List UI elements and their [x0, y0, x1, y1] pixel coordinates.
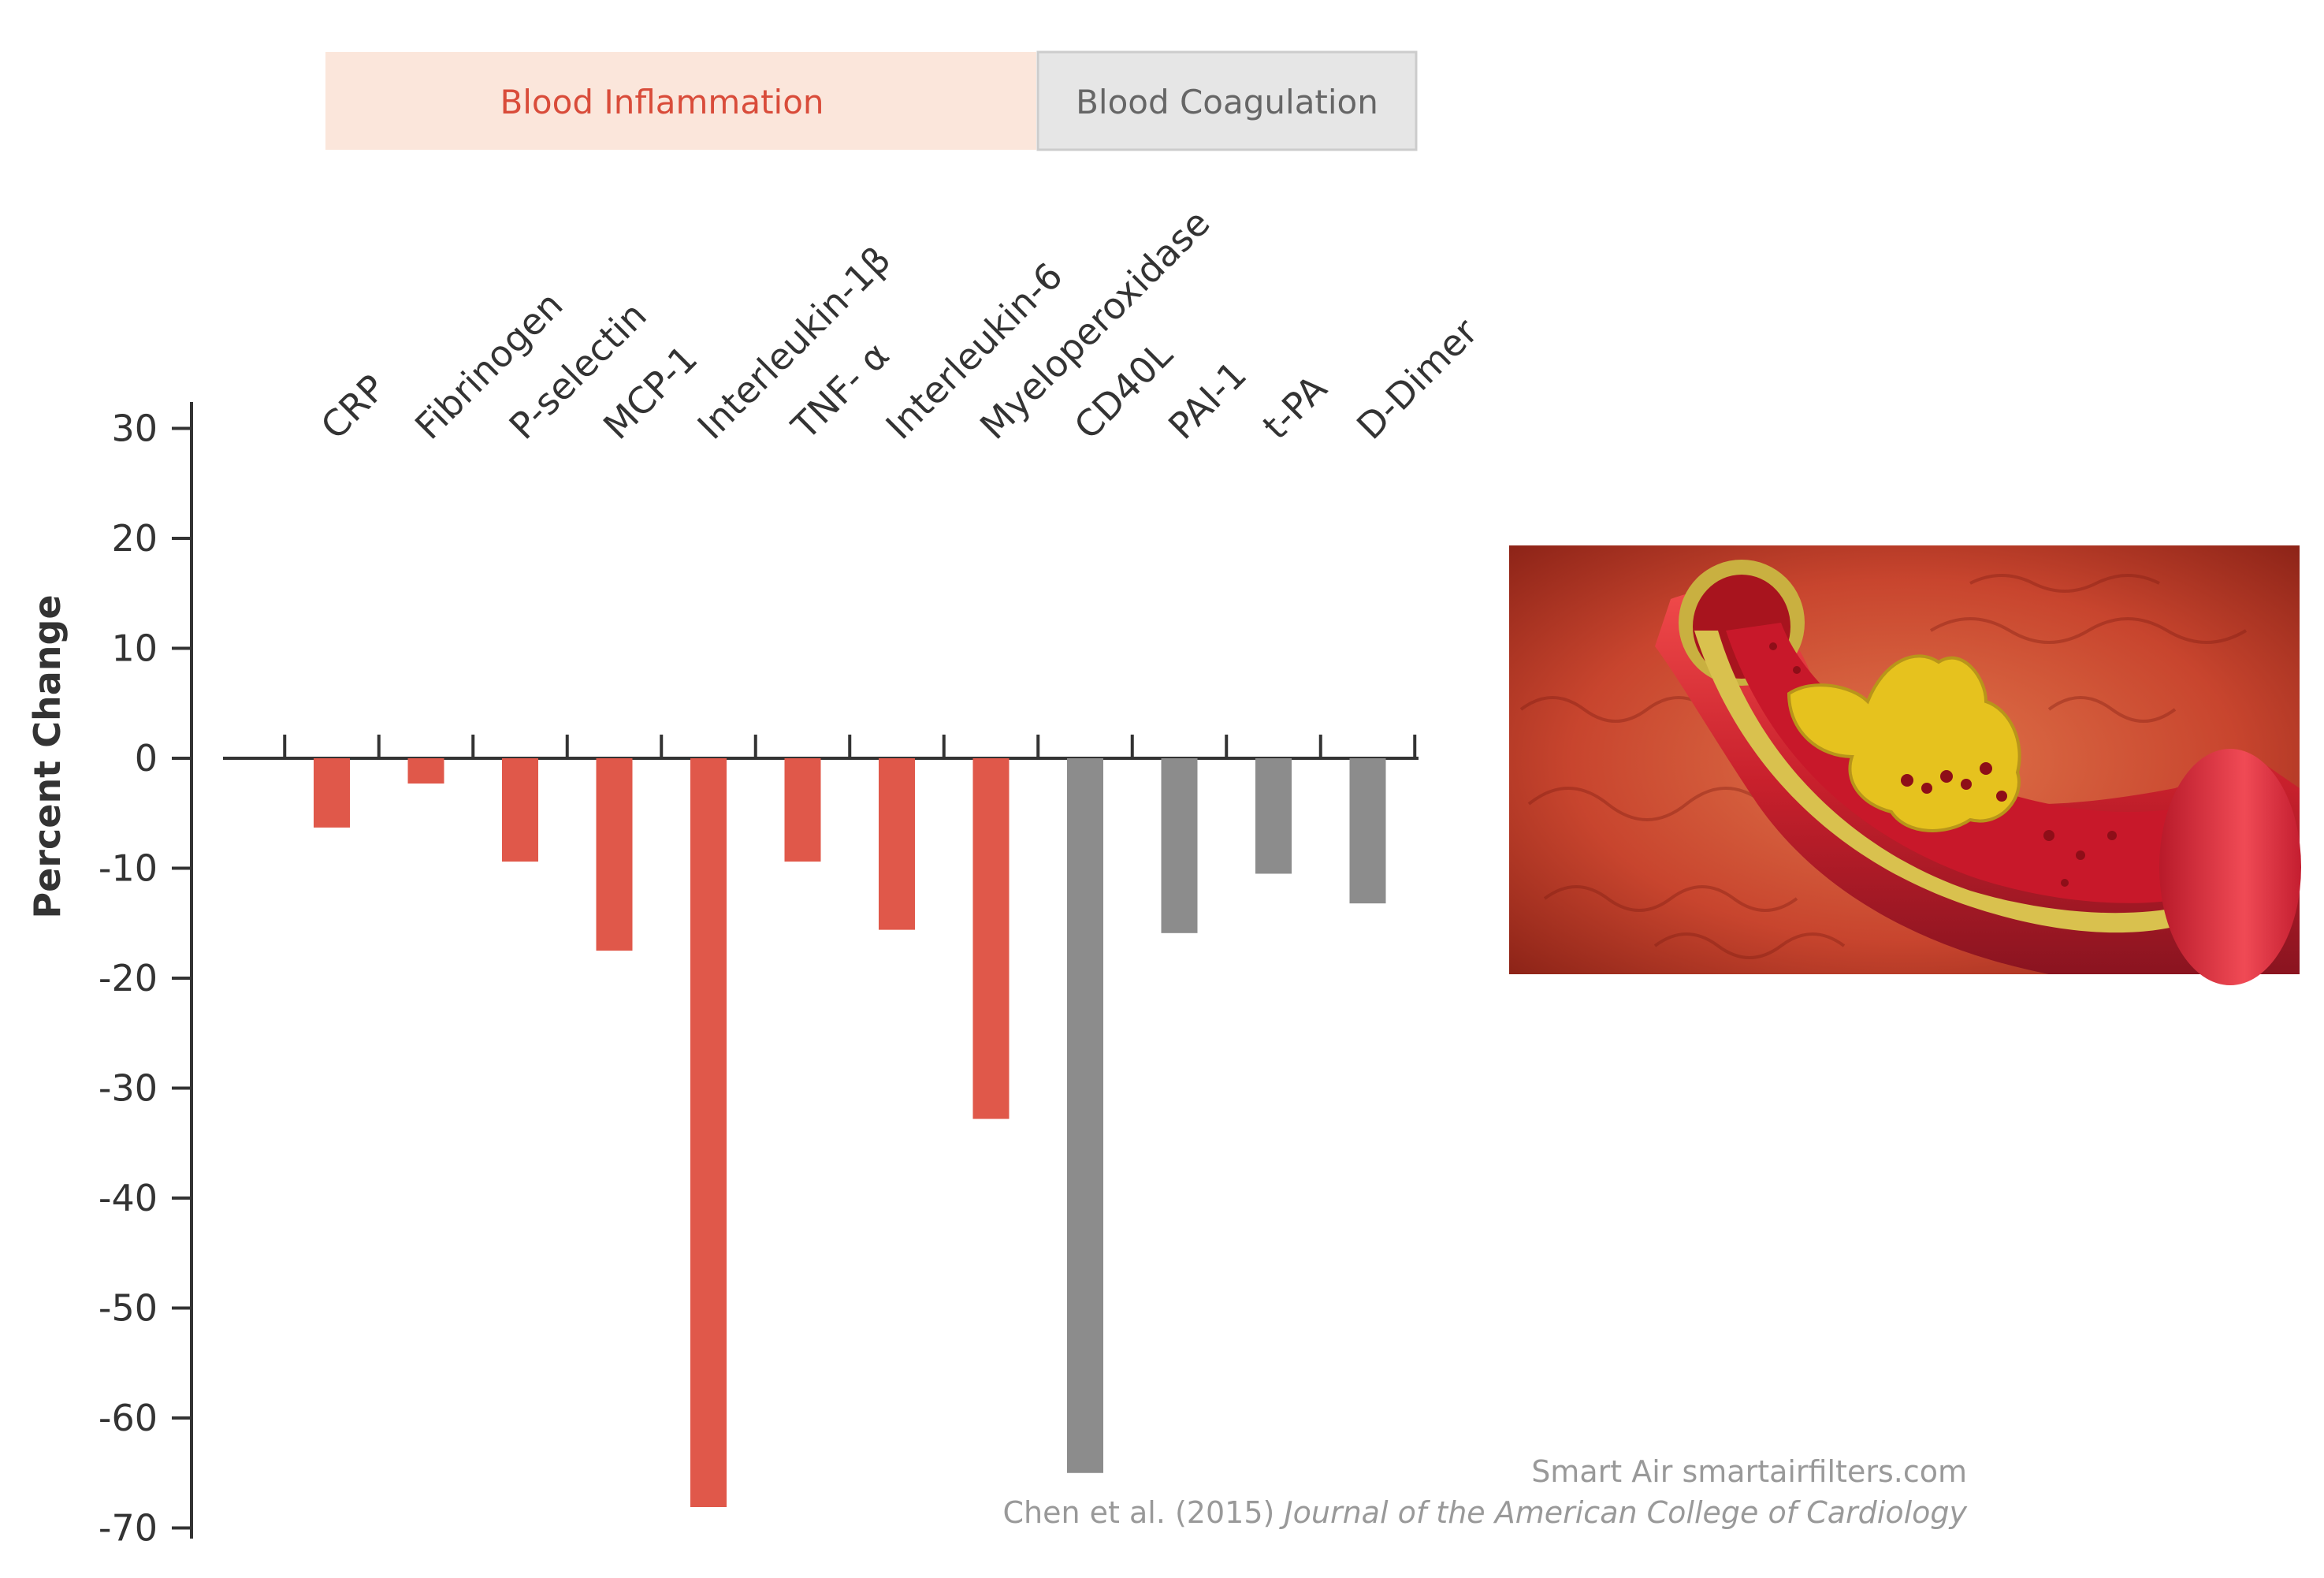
credit-citation-authors: Chen et al. (2015) — [1002, 1495, 1284, 1530]
y-tick-label: -50 — [99, 1287, 158, 1330]
y-tick-label: -20 — [99, 957, 158, 999]
category-label: CRP — [313, 367, 394, 448]
category-label: D-Dimer — [1348, 311, 1486, 448]
bar — [1067, 758, 1103, 1473]
bar — [596, 758, 633, 951]
y-axis-label: Percent Change — [26, 594, 69, 918]
y-tick-label: -30 — [99, 1067, 158, 1110]
artery-plaque-illustration — [1509, 545, 2301, 985]
legend-coagulation-label: Blood Coagulation — [1076, 83, 1378, 121]
bar — [314, 758, 350, 828]
category-label: t-PA — [1255, 367, 1336, 448]
y-ticks: 30 20 10 0 -10 -20 -30 -40 -50 -60 -70 — [99, 408, 191, 1550]
bar — [1349, 758, 1386, 904]
credit-citation-journal: Journal of the American College of Cardi… — [1278, 1495, 1967, 1530]
legend-coagulation-box — [1036, 50, 1418, 151]
credit-citation: Chen et al. (2015) Journal of the Americ… — [1002, 1495, 1967, 1530]
bar — [1161, 758, 1198, 933]
credit-source: Smart Air smartairfilters.com — [1531, 1454, 1967, 1489]
y-tick-label: -60 — [99, 1397, 158, 1439]
bar — [690, 758, 727, 1507]
y-tick-label: 20 — [111, 517, 158, 560]
bar — [502, 758, 538, 862]
y-tick-label: -40 — [99, 1177, 158, 1219]
legend-inflammation-box — [325, 52, 1036, 150]
bars — [314, 758, 1386, 1507]
y-tick-label: 10 — [111, 627, 158, 670]
legend: Blood Inflammation Blood Coagulation — [325, 50, 1418, 151]
legend-inflammation-label: Blood Inflammation — [500, 83, 824, 121]
bar — [972, 758, 1010, 1119]
category-labels: CRP FibrinogenP-selectinMCP-1Interleukin-… — [313, 201, 1486, 448]
bar — [879, 758, 915, 930]
y-tick-label: -70 — [99, 1507, 158, 1550]
bar — [1255, 758, 1292, 874]
x-ticks — [223, 735, 1417, 760]
bar — [407, 758, 444, 784]
bar — [784, 758, 821, 862]
y-tick-label: 30 — [111, 408, 158, 450]
y-tick-label: -10 — [99, 847, 158, 890]
y-tick-label: 0 — [135, 737, 158, 780]
